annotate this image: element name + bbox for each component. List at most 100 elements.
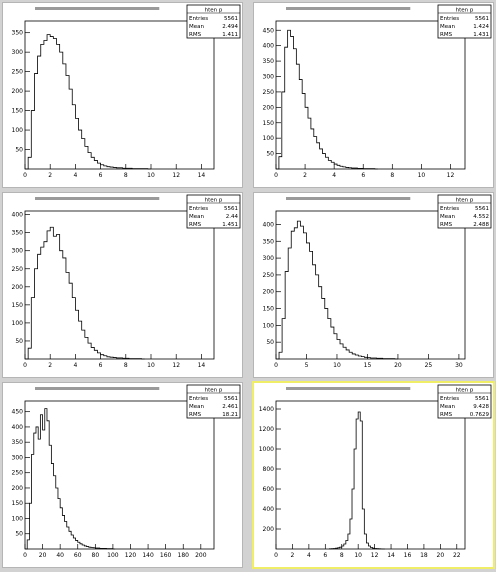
- histogram-panel-1[interactable]: 50 100 150 200 250 300 350 0 2 4 6 8 10 12 14 hten p Ent…: [2, 2, 243, 188]
- x-tick-label: 12: [172, 362, 180, 369]
- histogram-panel-5[interactable]: 50 100 150 200 250 300 350 400 450 0 20 40 60 80 100 12…: [2, 382, 243, 568]
- y-tick-label: 100: [263, 322, 275, 329]
- stats-name: hten p: [456, 388, 474, 394]
- plot-frame: [24, 210, 215, 360]
- stats-value: 1.451: [222, 222, 238, 228]
- x-tick-label: 10: [147, 172, 155, 179]
- y-tick-label: 200: [263, 104, 275, 111]
- histogram-panel-3[interactable]: 50 100 150 200 250 300 350 400 0 2 4 6 8 10 12 14 hten p…: [2, 192, 243, 378]
- x-tick-label: 4: [73, 362, 77, 369]
- histogram-line: [25, 34, 151, 170]
- x-tick-label: 60: [74, 552, 82, 559]
- y-tick-label: 200: [12, 284, 24, 291]
- x-tick-label: 2: [48, 172, 52, 179]
- x-tick-label: 20: [394, 362, 402, 369]
- y-tick-label: 250: [12, 470, 24, 477]
- histogram-svg: 50 100 150 200 250 300 350 0 2 4 6 8 10 12 14 hten p Ent…: [12, 4, 241, 179]
- histogram-panel-2[interactable]: 50 100 150 200 250 300 350 400 450 0 2 4 6 8 10 12 hten …: [253, 2, 494, 188]
- y-tick-label: 800: [263, 466, 275, 473]
- histogram-svg: 50 100 150 200 250 300 350 400 0 5 10 15 20 25 30 hten …: [263, 194, 492, 369]
- histogram-panel-6[interactable]: 200 400 600 800 1000 1200 1400 0 2 4 6 8 10 12 14 16 18 2…: [252, 381, 495, 569]
- stats-value: 5561: [475, 396, 489, 402]
- y-tick-label: 350: [263, 58, 275, 65]
- x-tick-label: 12: [172, 172, 180, 179]
- histogram-line: [276, 220, 398, 360]
- x-tick-label: 14: [198, 362, 206, 369]
- y-tick-label: 300: [12, 248, 24, 255]
- histogram-svg: 50 100 150 200 250 300 350 400 0 2 4 6 8 10 12 14 hten p…: [12, 194, 241, 369]
- y-tick-label: 400: [12, 212, 24, 219]
- histogram-svg: 50 100 150 200 250 300 350 400 450 0 20 40 60 80 100 12…: [12, 384, 241, 559]
- x-tick-label: 200: [195, 552, 207, 559]
- x-tick-label: 0: [274, 552, 278, 559]
- stats-box: hten p Entries 5561 Mean 2.461 RMS 18.21: [186, 384, 241, 419]
- y-tick-label: 250: [263, 272, 275, 279]
- histogram-line: [25, 408, 116, 550]
- title-bar: [286, 7, 411, 10]
- stats-box: hten p Entries 5561 Mean 9.428 RMS 0.7629: [437, 384, 492, 419]
- stats-label: Entries: [440, 206, 459, 212]
- y-tick-label: 50: [266, 151, 274, 158]
- x-tick-label: 6: [323, 552, 327, 559]
- x-tick-label: 40: [56, 552, 64, 559]
- stats-value: 1.411: [222, 32, 238, 38]
- title-bar: [35, 387, 160, 390]
- stats-label: Entries: [440, 16, 459, 22]
- stats-value: 5561: [475, 16, 489, 22]
- y-tick-label: 450: [12, 409, 24, 416]
- title-bar: [35, 7, 160, 10]
- histogram-panel-4[interactable]: 50 100 150 200 250 300 350 400 0 5 10 15 20 25 30 hten …: [253, 192, 494, 378]
- y-tick-label: 1000: [259, 446, 274, 453]
- plot-frame: [275, 20, 466, 170]
- y-tick-label: 100: [12, 127, 24, 134]
- y-tick-label: 250: [12, 69, 24, 76]
- histogram-svg: 50 100 150 200 250 300 350 400 450 0 2 4 6 8 10 12 hten …: [263, 4, 492, 179]
- x-tick-label: 0: [23, 172, 27, 179]
- stats-box: hten p Entries 5561 Mean 1.424 RMS 1.431: [437, 4, 492, 39]
- x-tick-label: 2: [303, 172, 307, 179]
- stats-label: Mean: [189, 214, 204, 220]
- x-tick-label: 100: [107, 552, 119, 559]
- x-tick-label: 12: [447, 172, 455, 179]
- histogram-line: [276, 29, 378, 170]
- stats-value: 2.494: [222, 24, 238, 30]
- stats-label: RMS: [440, 412, 453, 418]
- stats-label: Entries: [189, 396, 208, 402]
- x-tick-label: 120: [125, 552, 137, 559]
- x-tick-label: 2: [48, 362, 52, 369]
- y-tick-label: 150: [263, 306, 275, 313]
- histogram-line: [329, 411, 385, 550]
- stats-value: 18.21: [222, 412, 238, 418]
- title-bar: [286, 387, 411, 390]
- plot-frame: [275, 210, 466, 360]
- y-tick-label: 250: [263, 89, 275, 96]
- x-tick-label: 0: [274, 362, 278, 369]
- y-tick-label: 450: [263, 27, 275, 34]
- stats-value: 0.7629: [470, 412, 490, 418]
- x-tick-label: 8: [340, 552, 344, 559]
- y-tick-label: 200: [263, 526, 275, 533]
- plot-frame: [24, 400, 215, 550]
- x-tick-label: 14: [387, 552, 395, 559]
- stats-value: 2.488: [473, 222, 489, 228]
- y-tick-label: 300: [12, 454, 24, 461]
- x-tick-label: 30: [455, 362, 463, 369]
- x-tick-label: 20: [437, 552, 445, 559]
- x-tick-label: 10: [418, 172, 426, 179]
- stats-box: hten p Entries 5561 Mean 2.44 RMS 1.451: [186, 194, 241, 229]
- x-tick-label: 20: [39, 552, 47, 559]
- y-tick-label: 400: [263, 43, 275, 50]
- y-tick-label: 100: [12, 515, 24, 522]
- stats-label: RMS: [440, 32, 453, 38]
- stats-label: Mean: [440, 214, 455, 220]
- stats-value: 9.428: [473, 404, 489, 410]
- plot-frame: [275, 400, 466, 550]
- y-tick-label: 400: [12, 424, 24, 431]
- stats-value: 2.44: [226, 214, 239, 220]
- x-tick-label: 4: [307, 552, 311, 559]
- stats-value: 5561: [224, 16, 238, 22]
- stats-label: Entries: [189, 16, 208, 22]
- x-tick-label: 6: [99, 172, 103, 179]
- x-tick-label: 4: [332, 172, 336, 179]
